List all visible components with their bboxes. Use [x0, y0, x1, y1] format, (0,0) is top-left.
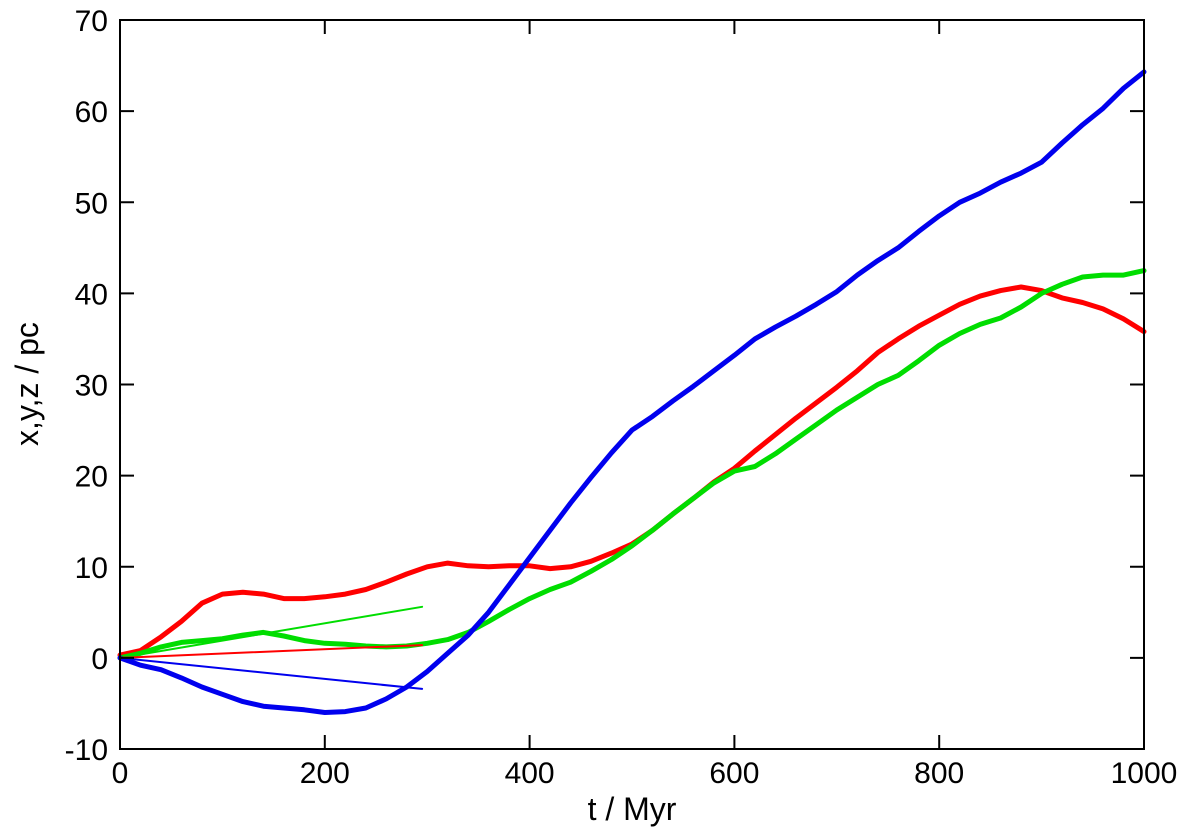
y-tick-label: 60	[75, 96, 108, 129]
x-tick-label: 200	[300, 757, 350, 790]
series-layer	[117, 69, 1147, 715]
y-tick-label: -10	[65, 734, 108, 767]
x-tick-label: 1000	[1111, 757, 1178, 790]
y-tick-label: 30	[75, 370, 108, 403]
series-line-1	[117, 268, 1147, 661]
series-line-3	[119, 605, 424, 659]
y-tick-label: 20	[75, 461, 108, 494]
y-tick-label: 0	[91, 643, 108, 676]
series-line-0	[117, 284, 1147, 658]
x-tick-label: 0	[112, 757, 129, 790]
y-tick-label: 10	[75, 552, 108, 585]
x-tick-label: 400	[505, 757, 555, 790]
y-tick-label: 50	[75, 187, 108, 220]
y-tick-label: 40	[75, 278, 108, 311]
x-axis-label: t / Myr	[588, 791, 677, 827]
y-axis-label: x,y,z / pc	[9, 322, 45, 446]
x-tick-label: 600	[709, 757, 759, 790]
series-line-5	[119, 656, 424, 690]
series-line-2	[117, 69, 1147, 715]
plot-frame	[119, 19, 1145, 750]
y-tick-label: 70	[75, 5, 108, 38]
series-line-4	[119, 644, 424, 659]
x-tick-label: 800	[914, 757, 964, 790]
